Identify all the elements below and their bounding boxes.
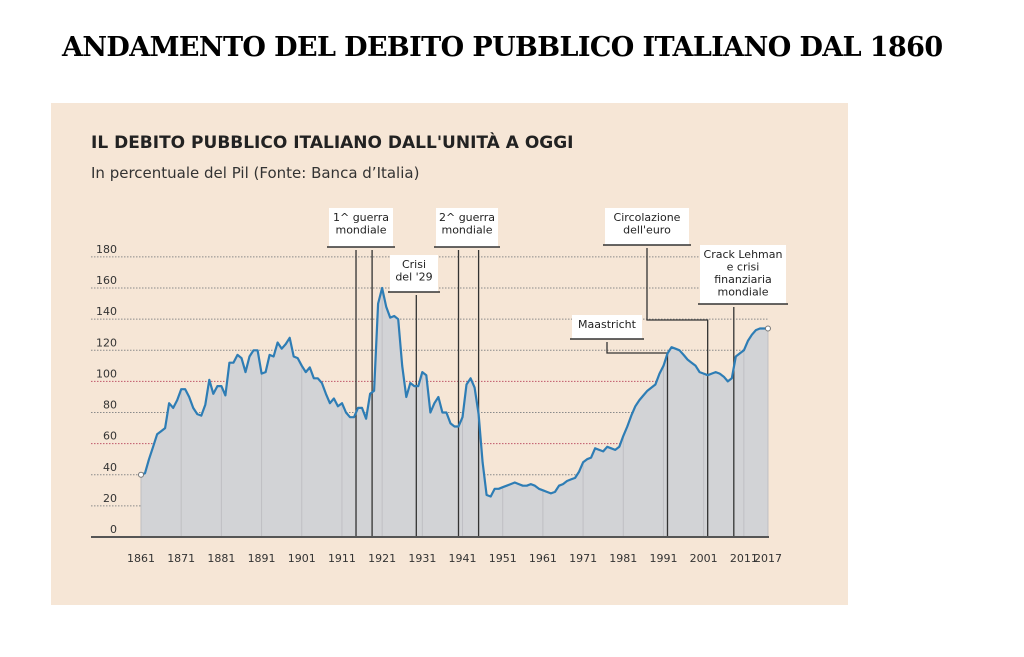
chart-panel: IL DEBITO PUBBLICO ITALIANO DALL'UNITÀ A… — [51, 103, 848, 605]
annotation-box — [572, 315, 642, 339]
annotation-box — [329, 208, 393, 247]
annotation-label: mondiale — [335, 224, 386, 237]
y-tick-label: 20 — [103, 492, 117, 505]
x-tick-label: 2001 — [690, 552, 718, 565]
start-marker — [138, 471, 144, 478]
end-marker — [764, 325, 771, 332]
y-tick-label: 180 — [96, 243, 117, 256]
annotation-label: mondiale — [717, 286, 768, 299]
annotation-label: 2^ guerra — [439, 211, 495, 224]
annotation-label: 1^ guerra — [333, 211, 389, 224]
debt-line — [140, 286, 768, 498]
y-tick-label: 60 — [103, 430, 117, 443]
annotation-box — [700, 245, 786, 304]
debt-chart: IL DEBITO PUBBLICO ITALIANO DALL'UNITÀ A… — [91, 131, 788, 565]
x-tick-label: 1951 — [489, 552, 517, 565]
chart-title: IL DEBITO PUBBLICO ITALIANO DALL'UNITÀ A… — [91, 131, 574, 153]
x-tick-label: 1981 — [609, 552, 637, 565]
annotation-label: finanziaria — [714, 273, 772, 286]
page-heading: ANDAMENTO DEL DEBITO PUBBLICO ITALIANO D… — [62, 32, 943, 63]
x-tick-label: 1971 — [569, 552, 597, 565]
chart-subtitle: In percentuale del Pil (Fonte: Banca d’I… — [91, 164, 419, 182]
annotation-label: del '29 — [395, 271, 432, 284]
annotation-label: mondiale — [441, 224, 492, 237]
y-tick-label: 120 — [96, 336, 117, 349]
annotation-box — [436, 208, 498, 247]
x-tick-label: 1991 — [649, 552, 677, 565]
x-tick-label: 2017 — [754, 552, 782, 565]
y-tick-label: 140 — [96, 305, 117, 318]
y-tick-label: 80 — [103, 399, 117, 412]
x-tick-label: 1871 — [167, 552, 195, 565]
y-tick-label: 40 — [103, 461, 117, 474]
debt-area — [141, 288, 768, 537]
x-tick-label: 1931 — [408, 552, 436, 565]
annotation-label: Maastricht — [578, 318, 637, 331]
annotation-label: Crack Lehman — [704, 248, 783, 261]
annotation-connector — [606, 342, 669, 537]
annotation-box — [390, 255, 438, 292]
x-tick-label: 1921 — [368, 552, 396, 565]
annotation-connector — [646, 248, 709, 537]
x-tick-label: 1961 — [529, 552, 557, 565]
y-tick-label: 0 — [110, 523, 117, 536]
x-tick-label: 1901 — [288, 552, 316, 565]
annotation-label: Crisi — [402, 258, 426, 271]
annotation-label: Circolazione — [614, 211, 681, 224]
y-tick-label: 100 — [96, 367, 117, 380]
x-tick-label: 1941 — [449, 552, 477, 565]
x-tick-label: 1911 — [328, 552, 356, 565]
annotation-label: dell'euro — [623, 224, 671, 237]
x-tick-label: 1881 — [207, 552, 235, 565]
x-tick-label: 1861 — [127, 552, 155, 565]
y-tick-label: 160 — [96, 274, 117, 287]
x-tick-label: 2011 — [730, 552, 758, 565]
x-tick-label: 1891 — [248, 552, 276, 565]
annotation-label: e crisi — [727, 261, 760, 274]
annotation-box — [605, 208, 689, 245]
